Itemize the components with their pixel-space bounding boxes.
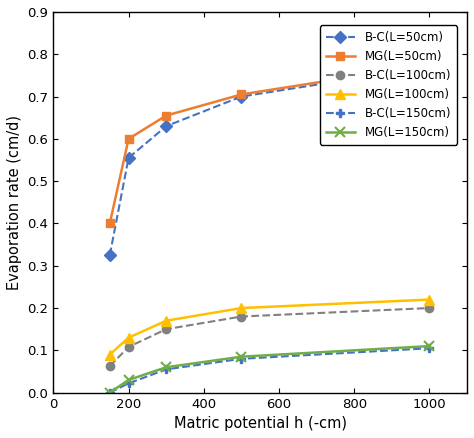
MG(L=100cm) [238, 305, 244, 311]
MG(L=150cm) [126, 377, 131, 382]
B-C(L=50cm) [107, 253, 113, 258]
Line: B-C(L=100cm): B-C(L=100cm) [106, 304, 434, 370]
Legend: B-C(L=50cm), MG(L=50cm), B-C(L=100cm), MG(L=100cm), B-C(L=150cm), MG(L=150cm): B-C(L=50cm), MG(L=50cm), B-C(L=100cm), M… [320, 25, 457, 145]
Line: B-C(L=150cm): B-C(L=150cm) [106, 344, 434, 397]
B-C(L=100cm) [164, 327, 169, 332]
B-C(L=50cm) [427, 64, 432, 70]
MG(L=100cm) [107, 352, 113, 357]
B-C(L=150cm) [126, 381, 131, 386]
Line: B-C(L=50cm): B-C(L=50cm) [106, 63, 434, 259]
MG(L=50cm) [126, 136, 131, 141]
MG(L=50cm) [164, 113, 169, 118]
B-C(L=50cm) [126, 155, 131, 160]
X-axis label: Matric potential h (-cm): Matric potential h (-cm) [173, 416, 346, 431]
MG(L=150cm) [107, 390, 113, 395]
MG(L=50cm) [107, 221, 113, 226]
B-C(L=100cm) [126, 344, 131, 350]
B-C(L=50cm) [238, 94, 244, 99]
Line: MG(L=150cm): MG(L=150cm) [105, 341, 434, 398]
B-C(L=100cm) [238, 314, 244, 319]
B-C(L=100cm) [107, 364, 113, 369]
Line: MG(L=100cm): MG(L=100cm) [105, 295, 434, 360]
B-C(L=150cm) [107, 390, 113, 395]
MG(L=150cm) [238, 354, 244, 359]
MG(L=150cm) [164, 364, 169, 370]
MG(L=100cm) [427, 297, 432, 302]
MG(L=50cm) [238, 92, 244, 97]
MG(L=100cm) [164, 318, 169, 323]
MG(L=50cm) [427, 62, 432, 67]
B-C(L=150cm) [427, 346, 432, 351]
B-C(L=50cm) [164, 124, 169, 129]
B-C(L=100cm) [427, 305, 432, 311]
MG(L=150cm) [427, 343, 432, 349]
MG(L=100cm) [126, 335, 131, 340]
Y-axis label: Evaporation rate (cm/d): Evaporation rate (cm/d) [7, 115, 22, 290]
Line: MG(L=50cm): MG(L=50cm) [106, 60, 434, 228]
B-C(L=150cm) [164, 367, 169, 372]
B-C(L=150cm) [238, 356, 244, 361]
